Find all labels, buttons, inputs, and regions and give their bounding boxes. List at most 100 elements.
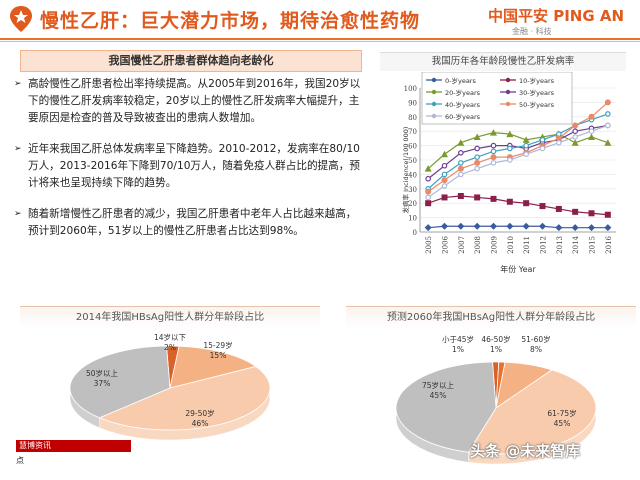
legend-marker [431, 101, 437, 107]
pie-value-label: 45% [430, 391, 447, 400]
x-tick-label: 2013 [556, 236, 564, 254]
y-tick-label: 70 [408, 128, 417, 136]
data-point [474, 194, 481, 201]
pie-2060-title: 预测2060年我国HBsAg阳性人群分年龄段占比 [346, 306, 636, 329]
data-point [457, 193, 464, 199]
series-line [427, 124, 608, 180]
data-point [588, 224, 595, 232]
y-tick-label: 40 [408, 171, 417, 179]
arrow-bullet-icon: ➢ [14, 209, 22, 219]
data-point [474, 145, 480, 152]
legend-label: 60-岁years [445, 112, 481, 121]
data-point [506, 130, 514, 138]
data-point [572, 128, 578, 135]
data-point [605, 111, 611, 117]
data-point [539, 145, 546, 152]
arrow-bullet-icon: ➢ [14, 144, 22, 154]
y-tick-label: 90 [408, 99, 417, 107]
x-axis-label: 年份 Year [500, 264, 536, 274]
x-tick-label: 2005 [425, 236, 433, 254]
data-point [522, 136, 530, 143]
data-point [458, 150, 464, 156]
pie-value-label: 46% [192, 419, 209, 428]
data-point [604, 211, 611, 218]
series-line [428, 225, 608, 229]
data-point [490, 129, 497, 136]
data-point [605, 122, 611, 129]
data-point [506, 198, 513, 205]
toutiao-watermark: 头条 @未来智库 [470, 442, 581, 460]
data-point [473, 133, 481, 140]
pie-slice [395, 361, 497, 453]
pie-slice [69, 345, 171, 419]
x-tick-label: 2008 [474, 236, 482, 254]
pie-value-label: 45% [554, 419, 571, 428]
data-point [555, 205, 562, 212]
y-tick-label: 100 [404, 85, 417, 93]
data-point [588, 113, 595, 120]
x-tick-label: 2016 [605, 235, 613, 253]
bullet-item: ➢ 随着新增慢性乙肝患者的减少，我国乙肝患者中老年人占比越来越高，预计到2060… [14, 206, 364, 240]
data-point [441, 194, 448, 201]
data-point [555, 135, 562, 142]
chart-legend: 0-岁years 10-岁years 20-岁years 30-岁years 40-岁y… [421, 72, 573, 125]
pie-slice [169, 345, 257, 389]
data-point [441, 150, 448, 158]
data-point [424, 165, 432, 172]
y-tick-label: 80 [408, 114, 417, 122]
legend-marker [505, 101, 511, 107]
arrow-bullet-icon: ➢ [14, 79, 22, 89]
x-tick-label: 2015 [589, 236, 597, 254]
pie-value-label: 37% [94, 379, 111, 388]
y-tick-label: 50 [408, 157, 417, 165]
y-tick-label: 20 [408, 200, 417, 208]
source-line: 点 [16, 456, 24, 465]
pie-2014-title: 2014年我国HBsAg阳性人群分年龄段占比 [20, 306, 320, 329]
series-line [427, 113, 609, 190]
data-point [572, 122, 579, 129]
data-point [490, 195, 497, 202]
bullet-text: 近年来我国乙肝总体发病率呈下降趋势。2010-2012，发病率在80/10万人，… [28, 143, 360, 189]
data-point [523, 142, 529, 149]
data-point [490, 148, 497, 155]
x-tick-label: 2010 [507, 236, 515, 254]
legend-label: 0-岁years [445, 76, 476, 85]
pie-value-label: 1% [490, 345, 502, 354]
data-point [424, 224, 432, 232]
header-divider [0, 38, 640, 40]
bullet-item: ➢ 高龄慢性乙肝患者检出率持续提高。从2005年到2016年，我国20岁以下的慢… [14, 76, 364, 127]
data-point [425, 194, 431, 201]
pie-slice [98, 366, 271, 431]
pie-category-label: 46-50岁 [481, 334, 510, 344]
pie-category-label: 14岁以下 [154, 332, 187, 342]
pie-slice [467, 369, 597, 455]
y-tick-label: 0 [413, 229, 417, 237]
pie-category-label: 51-60岁 [521, 334, 550, 344]
data-point [572, 134, 578, 140]
data-point [588, 128, 595, 135]
data-point [522, 222, 530, 230]
data-point [458, 160, 464, 166]
data-point [474, 159, 481, 166]
pie-value-label: 8% [530, 345, 542, 354]
data-point [457, 165, 464, 172]
data-point [441, 171, 448, 178]
bullet-item: ➢ 近年来我国乙肝总体发病率呈下降趋势。2010-2012，发病率在80/10万… [14, 141, 364, 192]
y-axis-label: 发病率 Incidence(/100 000) [401, 127, 410, 214]
y-tick-label: 60 [408, 143, 417, 151]
legend-label: 10-岁years [519, 76, 555, 85]
legend-label: 30-岁years [519, 88, 555, 97]
y-tick-label: 10 [408, 215, 417, 223]
line-chart-title: 我国历年各年龄段慢性乙肝发病率 [380, 52, 626, 71]
data-point [588, 133, 595, 140]
data-point [425, 188, 432, 195]
legend-label: 40-岁years [445, 100, 481, 109]
x-tick-label: 2014 [572, 235, 580, 253]
x-tick-label: 2009 [491, 236, 499, 254]
x-tick-label: 2012 [540, 236, 548, 254]
pie-value-label: 1% [452, 345, 464, 354]
data-point [556, 139, 562, 146]
data-point [604, 139, 612, 146]
